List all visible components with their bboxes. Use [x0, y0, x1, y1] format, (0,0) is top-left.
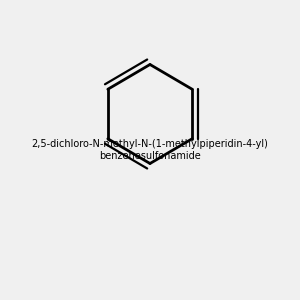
Text: 2,5-dichloro-N-methyl-N-(1-methylpiperidin-4-yl)
benzenesulfonamide: 2,5-dichloro-N-methyl-N-(1-methylpiperid…: [32, 139, 268, 161]
